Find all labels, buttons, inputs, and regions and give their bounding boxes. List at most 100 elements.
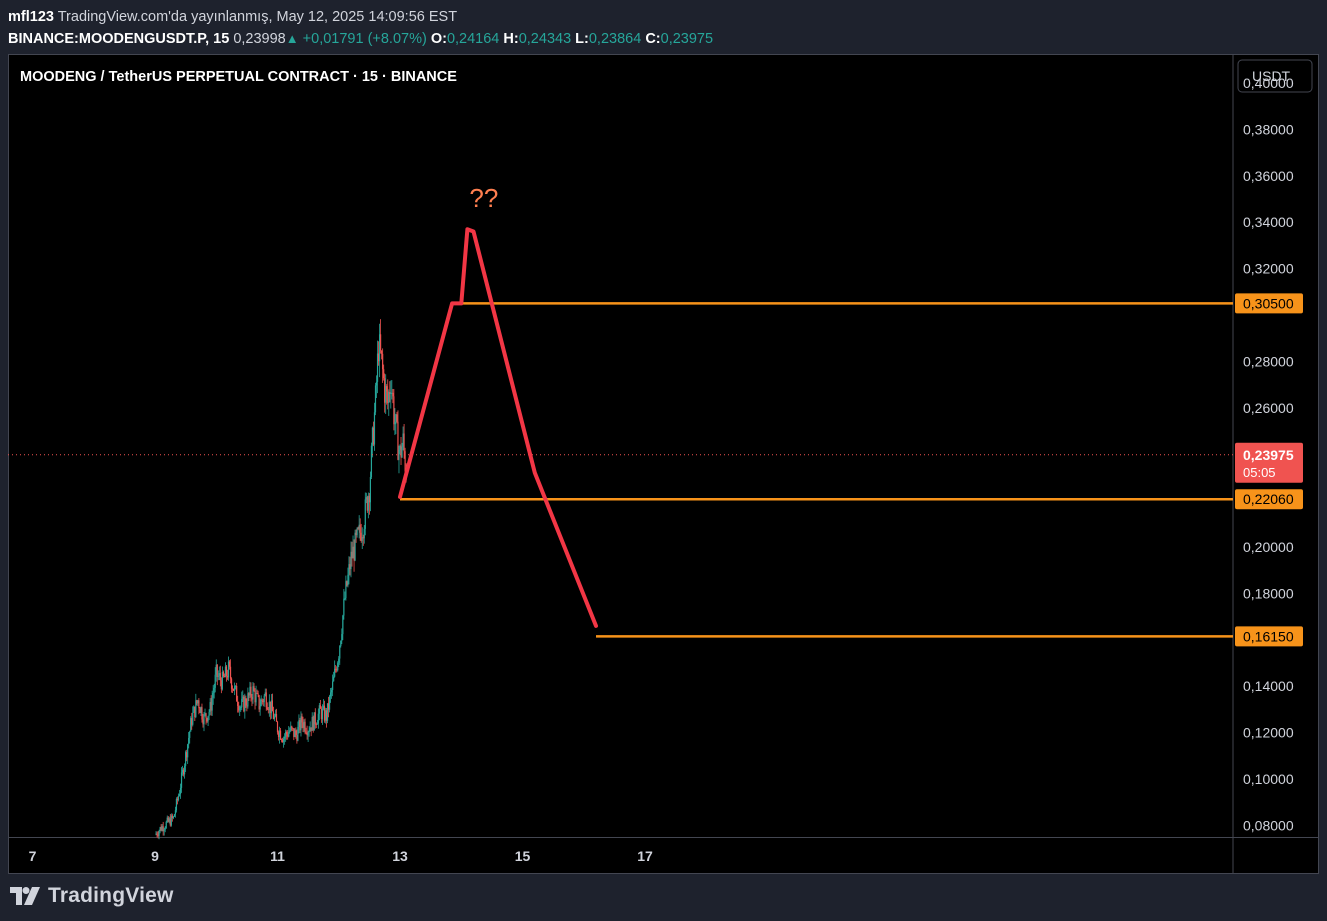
candle-body — [209, 702, 211, 713]
x-tick-label: 9 — [151, 848, 159, 864]
candle-body — [378, 334, 381, 362]
candle-body — [251, 697, 253, 700]
candle-body — [296, 734, 298, 741]
candle-body — [354, 532, 356, 561]
y-tick-label: 0,26000 — [1243, 400, 1294, 416]
candle-body — [377, 353, 380, 362]
candle-body — [376, 353, 379, 382]
author-name[interactable]: mfl123 — [8, 9, 54, 25]
candle-body — [161, 826, 163, 831]
candle-body — [170, 815, 172, 826]
question-annotation[interactable]: ?? — [469, 183, 498, 213]
candle-body — [234, 686, 236, 691]
level-tag-label: 0,22060 — [1243, 491, 1294, 507]
candle-body — [342, 615, 344, 635]
candle-body — [350, 551, 352, 570]
candle-body — [293, 728, 295, 737]
candle-body — [236, 685, 238, 702]
chart-frame — [8, 54, 1319, 874]
candle-body — [404, 451, 406, 472]
y-tick-label: 0,34000 — [1243, 214, 1294, 230]
candle-body — [155, 833, 157, 835]
candle-body — [289, 730, 291, 733]
candle-body — [384, 378, 386, 403]
candle-body — [297, 726, 299, 741]
candle-body — [224, 666, 227, 678]
candle-body — [391, 392, 393, 394]
candle-body — [383, 369, 385, 379]
candle-body — [356, 528, 358, 536]
currency-label[interactable]: USDT — [1252, 68, 1291, 84]
candle-body — [331, 690, 333, 693]
projection-line[interactable] — [398, 227, 598, 628]
candle-body — [186, 752, 188, 758]
candle-body — [338, 658, 340, 663]
level-tag-label: 0,30500 — [1243, 295, 1294, 311]
candle-body — [231, 688, 234, 690]
candle-body — [273, 716, 276, 719]
candle-body — [268, 701, 270, 711]
candle-body — [169, 818, 171, 826]
candle-body — [320, 708, 322, 720]
candle-body — [343, 598, 345, 616]
candle-body — [205, 713, 207, 719]
candle-body — [341, 634, 343, 641]
candle-body — [168, 818, 170, 822]
candle-body — [159, 827, 161, 832]
candle-body — [215, 664, 217, 675]
candle-body — [174, 810, 177, 815]
candle-body — [334, 668, 336, 677]
candle-body — [290, 726, 292, 731]
candle-body — [369, 477, 371, 503]
published-text: TradingView.com'da yayınlanmış, May 12, … — [57, 9, 458, 25]
x-axis[interactable]: 7 9 11 13 15 17 — [29, 848, 653, 864]
candle-body — [163, 829, 165, 832]
candle-body — [176, 798, 179, 800]
candle-body — [365, 497, 367, 500]
candle-body — [295, 730, 297, 735]
candle-body — [398, 449, 400, 460]
candle-body — [211, 697, 213, 711]
x-tick-label: 15 — [515, 848, 531, 864]
candle-body — [363, 528, 365, 539]
candle-body — [333, 676, 335, 682]
candle-body — [244, 698, 246, 712]
candle-body — [239, 707, 241, 711]
high-value: 0,24343 — [518, 31, 572, 47]
candle-body — [349, 564, 351, 570]
candle-body — [207, 716, 209, 722]
candle-body — [353, 546, 355, 561]
price-chart[interactable]: MOODENG / TetherUS PERPETUAL CONTRACT · … — [8, 54, 1319, 874]
candle-body — [214, 674, 216, 688]
candle-body — [160, 827, 162, 831]
currency-button[interactable]: USDT — [1237, 59, 1313, 93]
candle-body — [364, 499, 366, 529]
candle-body — [321, 708, 324, 720]
candle-body — [197, 700, 199, 704]
candle-body — [245, 698, 247, 706]
candle-body — [259, 706, 261, 710]
candle-body — [226, 676, 229, 678]
candle-body — [397, 421, 399, 460]
candle-body — [399, 445, 401, 450]
candle-body — [327, 703, 330, 710]
tradingview-logo-icon — [10, 887, 40, 905]
candle-body — [310, 727, 312, 731]
candle-body — [201, 707, 203, 720]
candle-body — [362, 537, 364, 539]
chart-title: MOODENG / TetherUS PERPETUAL CONTRACT · … — [20, 69, 457, 85]
candle-body — [185, 752, 187, 766]
candle-body — [241, 698, 243, 708]
candle-body — [158, 831, 160, 836]
candle-body — [248, 693, 250, 696]
candle-body — [171, 815, 173, 819]
symbol-name: BINANCE:MOODENGUSDT.P, 15 — [8, 31, 230, 47]
candle-body — [190, 718, 192, 732]
open-label: O: — [430, 31, 447, 47]
close-value: 0,23975 — [660, 31, 714, 47]
price-axis-tags: 0,30500 0,22060 0,16150 0,23975 05:05 — [1235, 293, 1303, 647]
candle-body — [252, 686, 254, 700]
candle-body — [247, 693, 249, 707]
y-axis[interactable]: 0,40000 0,38000 0,36000 0,34000 0,32000 0,280… — [1243, 75, 1294, 833]
candle-body — [200, 707, 202, 713]
